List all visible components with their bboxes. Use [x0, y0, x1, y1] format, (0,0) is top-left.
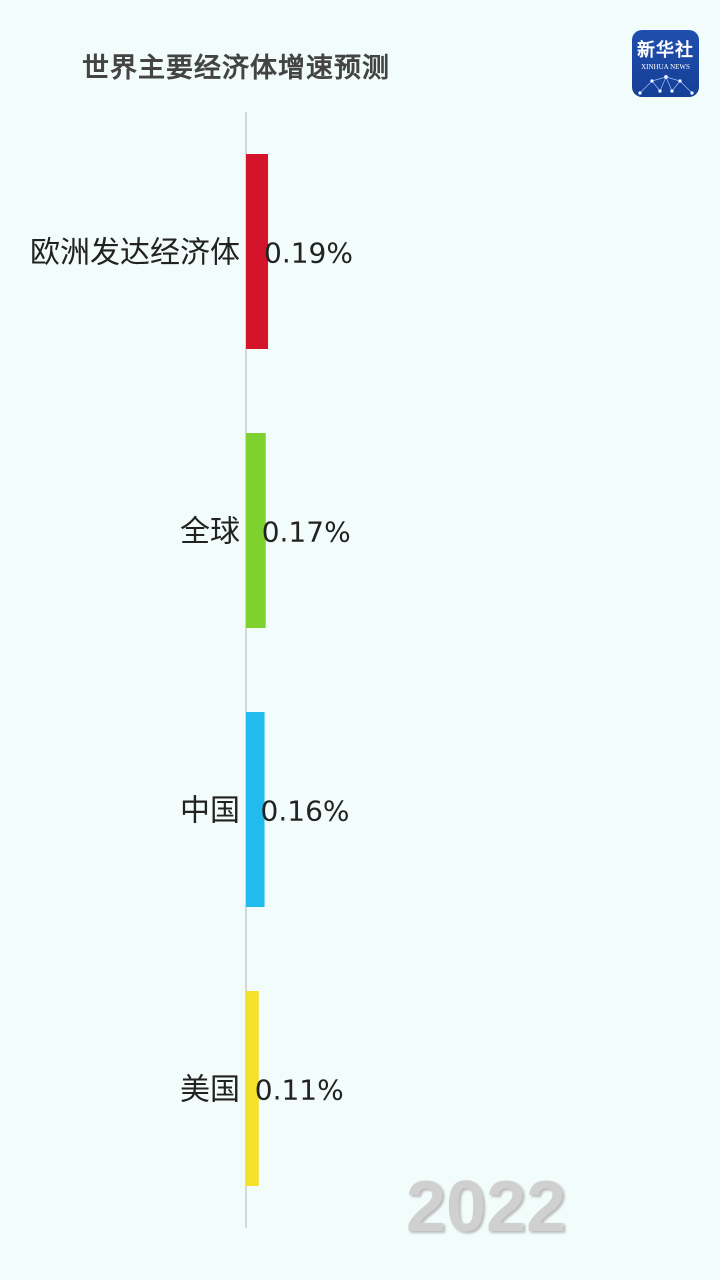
- category-label: 全球: [180, 515, 240, 550]
- bar-1: [246, 433, 266, 628]
- value-label: 0.16%: [261, 795, 350, 828]
- category-label: 美国: [180, 1073, 240, 1108]
- year-label: 2022: [406, 1167, 567, 1247]
- bar-2: [246, 712, 265, 907]
- network-icon: [638, 74, 694, 95]
- value-label: 0.11%: [255, 1074, 344, 1107]
- value-label: 0.19%: [264, 237, 353, 270]
- xinhua-logo: 新华社 XINHUA NEWS: [632, 30, 699, 97]
- bar-3: [246, 991, 259, 1186]
- value-label: 0.17%: [262, 516, 351, 549]
- logo-cn: 新华社: [637, 40, 694, 61]
- category-label: 中国: [180, 794, 240, 829]
- bar-0: [246, 154, 269, 349]
- logo-en: XINHUA NEWS: [641, 63, 690, 71]
- chart-title: 世界主要经济体增速预测: [82, 53, 390, 84]
- category-label: 欧洲发达经济体: [30, 236, 240, 271]
